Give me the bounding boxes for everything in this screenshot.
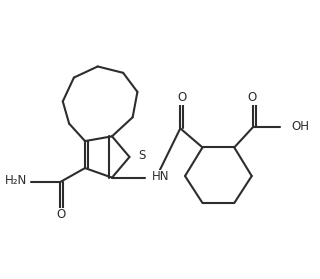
Text: H₂N: H₂N xyxy=(5,174,27,187)
Text: O: O xyxy=(247,91,256,104)
Text: HN: HN xyxy=(152,170,169,184)
Text: OH: OH xyxy=(292,120,309,133)
Text: S: S xyxy=(138,149,146,162)
Text: O: O xyxy=(57,208,66,221)
Text: O: O xyxy=(177,91,187,104)
